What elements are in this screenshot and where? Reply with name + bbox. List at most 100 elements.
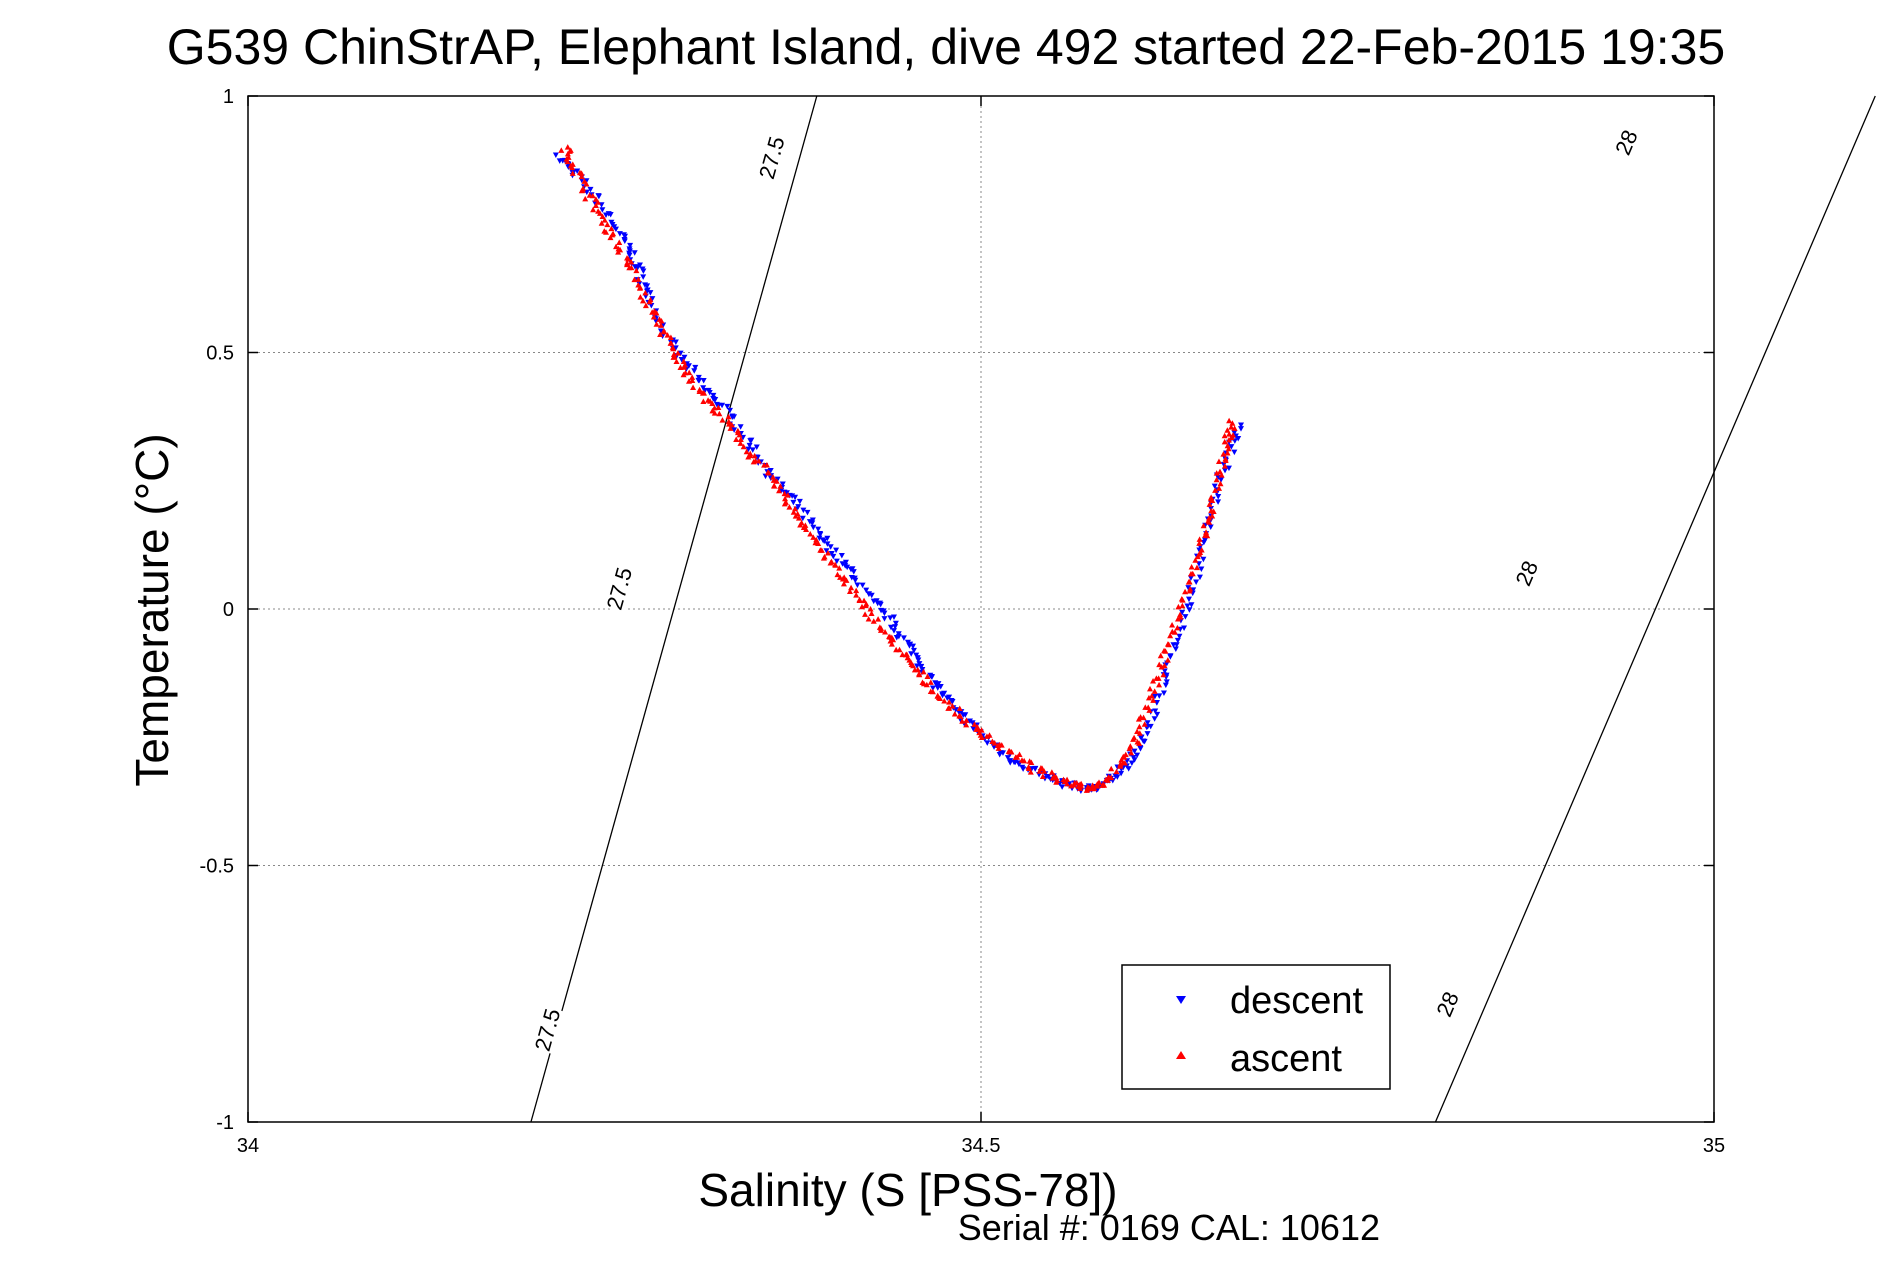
ascent-point — [751, 452, 758, 459]
ascent-point — [1060, 776, 1067, 783]
ascent-point — [657, 322, 664, 328]
descent-point — [681, 354, 688, 361]
descent-point — [1225, 465, 1232, 472]
ascent-point — [1083, 787, 1090, 793]
descent-point — [854, 582, 861, 589]
ascent-point — [1213, 476, 1220, 483]
descent-point — [962, 712, 969, 718]
ascent-point — [628, 258, 635, 265]
ascent-point — [861, 597, 868, 604]
descent-point — [1128, 760, 1135, 767]
descent-point — [878, 607, 885, 614]
descent-point — [737, 424, 744, 430]
descent-point — [649, 296, 656, 302]
descent-point — [700, 378, 707, 384]
ascent-point — [1221, 438, 1228, 445]
ascent-point — [664, 332, 671, 338]
descent-point — [970, 726, 977, 732]
ascent-point — [1041, 768, 1048, 774]
descent-point — [799, 515, 806, 522]
ascent-point — [1185, 579, 1192, 585]
descent-point — [1185, 585, 1192, 591]
descent-point — [1196, 574, 1203, 581]
ascent-point — [558, 147, 565, 153]
descent-point — [868, 592, 875, 599]
descent-point — [753, 444, 760, 451]
descent-point — [1211, 483, 1218, 490]
ascent-point — [1126, 745, 1133, 752]
descent-point — [792, 494, 799, 501]
ascent-point — [865, 615, 872, 622]
legend-descent-marker — [1176, 996, 1186, 1004]
ascent-point — [1157, 652, 1164, 659]
y-tick-label: 1 — [223, 86, 234, 108]
descent-point — [587, 186, 594, 193]
ascent-point — [991, 740, 998, 746]
descent-point — [1200, 556, 1207, 563]
ascent-point — [914, 666, 921, 673]
descent-point — [644, 283, 651, 289]
ascent-point — [616, 239, 623, 246]
descent-point — [1160, 690, 1167, 697]
descent-point — [701, 387, 708, 394]
descent-point — [914, 663, 921, 669]
ascent-point — [743, 448, 750, 455]
descent-point — [939, 691, 946, 697]
descent-point — [692, 364, 699, 371]
descent-point — [842, 559, 849, 566]
ascent-point — [1156, 681, 1163, 688]
descent-point — [918, 664, 925, 670]
ascent-point — [971, 721, 978, 727]
descent-point — [710, 392, 717, 399]
ascent-point — [1225, 445, 1232, 452]
ascent-point — [1101, 782, 1108, 788]
ascent-point — [667, 334, 674, 340]
ascent-point — [1094, 783, 1101, 789]
descent-point — [1172, 646, 1179, 653]
ascent-point — [846, 588, 853, 595]
descent-point — [685, 363, 692, 369]
ascent-point — [959, 718, 966, 724]
descent-point — [881, 610, 888, 617]
ascent-point — [725, 413, 732, 420]
ascent-point — [1169, 622, 1176, 628]
ascent-point — [564, 150, 571, 157]
descent-point — [877, 601, 884, 608]
ascent-point — [978, 727, 985, 733]
ascent-point — [564, 158, 571, 165]
descent-point — [850, 569, 857, 575]
descent-point — [643, 288, 650, 295]
ascent-point — [782, 495, 789, 502]
ascent-point — [995, 745, 1002, 751]
descent-point — [1237, 426, 1244, 432]
descent-point — [859, 582, 866, 589]
descent-point — [1193, 579, 1200, 585]
descent-point — [800, 507, 807, 514]
axis-ticks: 34 34.5 35 1 0.5 0 -0.5 -1 — [200, 86, 1726, 1157]
ascent-point — [1122, 751, 1129, 758]
ascent-point — [1070, 781, 1077, 788]
ascent-point — [716, 410, 723, 417]
ascent-point — [963, 717, 970, 723]
ascent-point — [765, 469, 772, 476]
descent-point — [747, 438, 754, 444]
descent-point — [919, 667, 926, 673]
descent-point — [724, 403, 731, 410]
descent-point — [1140, 738, 1147, 745]
ascent-point — [579, 187, 586, 193]
descent-point — [647, 290, 654, 296]
ascent-point — [1179, 597, 1186, 603]
ascent-point — [670, 345, 677, 352]
ascent-point — [1105, 773, 1112, 780]
descent-point — [559, 158, 566, 164]
descent-point — [1186, 607, 1193, 613]
ascent-point — [834, 571, 841, 578]
descent-point — [640, 268, 647, 274]
ascent-point — [736, 431, 743, 438]
ascent-point — [807, 531, 814, 537]
descent-point — [1174, 637, 1181, 644]
ascent-point — [671, 353, 678, 359]
contour-label-bg — [600, 563, 638, 614]
ascent-point — [856, 597, 863, 604]
ascent-point — [709, 400, 716, 407]
